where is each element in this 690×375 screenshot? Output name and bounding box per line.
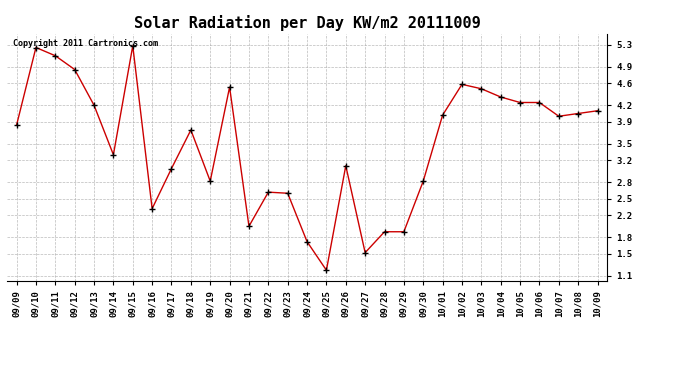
Text: Copyright 2011 Cartronics.com: Copyright 2011 Cartronics.com [13,39,158,48]
Title: Solar Radiation per Day KW/m2 20111009: Solar Radiation per Day KW/m2 20111009 [134,15,480,31]
